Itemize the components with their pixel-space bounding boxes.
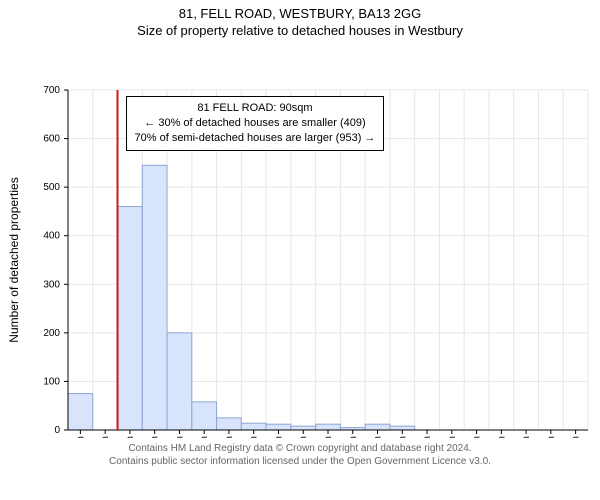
svg-text:293sqm: 293sqm: [249, 436, 260, 438]
page-title-2: Size of property relative to detached ho…: [0, 21, 600, 38]
svg-text:63sqm: 63sqm: [100, 436, 111, 438]
svg-text:178sqm: 178sqm: [174, 436, 185, 438]
svg-text:500: 500: [43, 182, 60, 193]
page-title-1: 81, FELL ROAD, WESTBURY, BA13 2GG: [0, 0, 600, 21]
svg-text:752sqm: 752sqm: [546, 436, 557, 438]
svg-text:600: 600: [43, 134, 60, 145]
svg-text:446sqm: 446sqm: [348, 436, 359, 438]
infobox-line3: 70% of semi-detached houses are larger (…: [135, 131, 376, 146]
svg-text:561sqm: 561sqm: [422, 436, 433, 438]
infobox-line1: 81 FELL ROAD: 90sqm: [135, 101, 376, 116]
svg-text:0: 0: [54, 425, 60, 436]
svg-text:300: 300: [43, 279, 60, 290]
footer: Contains HM Land Registry data © Crown c…: [0, 438, 600, 468]
svg-text:408sqm: 408sqm: [323, 436, 334, 438]
svg-text:216sqm: 216sqm: [199, 436, 210, 438]
svg-text:700: 700: [43, 85, 60, 96]
svg-text:25sqm: 25sqm: [75, 436, 86, 438]
svg-text:484sqm: 484sqm: [373, 436, 384, 438]
svg-text:140sqm: 140sqm: [150, 436, 161, 438]
svg-text:599sqm: 599sqm: [447, 436, 458, 438]
svg-text:200: 200: [43, 328, 60, 339]
svg-text:675sqm: 675sqm: [496, 436, 507, 438]
infobox-line2: ← 30% of detached houses are smaller (40…: [135, 116, 376, 131]
marker-infobox: 81 FELL ROAD: 90sqm ← 30% of detached ho…: [126, 96, 385, 151]
svg-text:331sqm: 331sqm: [273, 436, 284, 438]
svg-text:714sqm: 714sqm: [521, 436, 532, 438]
svg-text:100: 100: [43, 376, 60, 387]
svg-text:637sqm: 637sqm: [472, 436, 483, 438]
svg-text:790sqm: 790sqm: [571, 436, 582, 438]
svg-text:Number of detached properties: Number of detached properties: [7, 177, 21, 342]
svg-text:522sqm: 522sqm: [397, 436, 408, 438]
svg-text:400: 400: [43, 231, 60, 242]
svg-text:255sqm: 255sqm: [224, 436, 235, 438]
svg-text:369sqm: 369sqm: [298, 436, 309, 438]
footer-line1: Contains HM Land Registry data © Crown c…: [10, 442, 590, 455]
svg-text:102sqm: 102sqm: [125, 436, 136, 438]
footer-line2: Contains public sector information licen…: [10, 455, 590, 468]
